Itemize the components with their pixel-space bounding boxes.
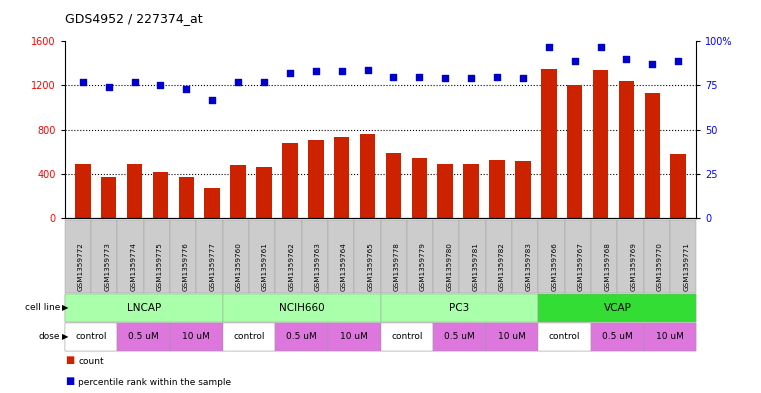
Bar bbox=[205, 188, 220, 218]
Text: GSM1359765: GSM1359765 bbox=[368, 242, 374, 291]
Point bbox=[594, 43, 607, 50]
Text: GSM1359770: GSM1359770 bbox=[657, 242, 663, 291]
Point bbox=[154, 82, 167, 88]
Text: 10 uM: 10 uM bbox=[340, 332, 368, 341]
Text: GSM1359780: GSM1359780 bbox=[446, 242, 452, 291]
Text: ▶: ▶ bbox=[62, 332, 68, 341]
Bar bbox=[308, 140, 323, 218]
Point bbox=[310, 68, 322, 74]
Bar bbox=[360, 134, 375, 218]
Text: GSM1359776: GSM1359776 bbox=[183, 242, 189, 291]
Text: cell line: cell line bbox=[25, 303, 60, 312]
Text: GSM1359762: GSM1359762 bbox=[288, 242, 295, 291]
Text: 10 uM: 10 uM bbox=[498, 332, 526, 341]
Text: control: control bbox=[391, 332, 422, 341]
Point bbox=[646, 61, 658, 67]
Text: VCAP: VCAP bbox=[603, 303, 632, 313]
Text: 10 uM: 10 uM bbox=[656, 332, 684, 341]
Bar bbox=[127, 164, 142, 218]
Bar bbox=[463, 164, 479, 218]
Point bbox=[103, 84, 115, 90]
Text: GSM1359778: GSM1359778 bbox=[393, 242, 400, 291]
Text: GSM1359775: GSM1359775 bbox=[157, 242, 163, 291]
Text: GSM1359772: GSM1359772 bbox=[78, 242, 84, 291]
Text: ■: ■ bbox=[65, 355, 74, 365]
Bar bbox=[153, 172, 168, 218]
Bar bbox=[75, 164, 91, 218]
Text: count: count bbox=[78, 357, 104, 366]
Bar bbox=[231, 165, 246, 218]
Text: percentile rank within the sample: percentile rank within the sample bbox=[78, 378, 231, 387]
Text: GSM1359774: GSM1359774 bbox=[130, 242, 136, 291]
Text: GSM1359783: GSM1359783 bbox=[525, 242, 531, 291]
Point bbox=[129, 79, 141, 85]
Point bbox=[543, 43, 555, 50]
Bar bbox=[515, 161, 530, 218]
Point bbox=[336, 68, 348, 74]
Bar bbox=[282, 143, 298, 218]
Point bbox=[361, 66, 374, 73]
Bar bbox=[412, 158, 427, 218]
Text: ▶: ▶ bbox=[62, 303, 68, 312]
Text: GSM1359763: GSM1359763 bbox=[315, 242, 320, 291]
Text: 10 uM: 10 uM bbox=[183, 332, 210, 341]
Bar bbox=[179, 177, 194, 218]
Text: dose: dose bbox=[39, 332, 60, 341]
Point bbox=[568, 57, 581, 64]
Bar bbox=[619, 81, 634, 218]
Point bbox=[258, 79, 270, 85]
Text: GSM1359771: GSM1359771 bbox=[683, 242, 689, 291]
Bar bbox=[256, 167, 272, 218]
Bar bbox=[438, 164, 453, 218]
Text: control: control bbox=[233, 332, 265, 341]
Bar bbox=[386, 153, 401, 218]
Point bbox=[620, 56, 632, 62]
Bar bbox=[593, 70, 608, 218]
Text: GDS4952 / 227374_at: GDS4952 / 227374_at bbox=[65, 12, 202, 25]
Point bbox=[77, 79, 89, 85]
Point bbox=[180, 86, 193, 92]
Point bbox=[465, 75, 477, 82]
Point bbox=[672, 57, 684, 64]
Point bbox=[491, 73, 503, 80]
Text: GSM1359782: GSM1359782 bbox=[499, 242, 505, 291]
Text: control: control bbox=[549, 332, 581, 341]
Point bbox=[232, 79, 244, 85]
Text: GSM1359779: GSM1359779 bbox=[420, 242, 426, 291]
Text: GSM1359767: GSM1359767 bbox=[578, 242, 584, 291]
Text: 0.5 uM: 0.5 uM bbox=[444, 332, 475, 341]
Point bbox=[517, 75, 529, 82]
Bar bbox=[101, 177, 116, 218]
Text: 0.5 uM: 0.5 uM bbox=[602, 332, 632, 341]
Text: GSM1359760: GSM1359760 bbox=[236, 242, 242, 291]
Text: LNCAP: LNCAP bbox=[126, 303, 161, 313]
Text: 0.5 uM: 0.5 uM bbox=[286, 332, 317, 341]
Text: GSM1359761: GSM1359761 bbox=[262, 242, 268, 291]
Point bbox=[413, 73, 425, 80]
Point bbox=[284, 70, 296, 76]
Text: 0.5 uM: 0.5 uM bbox=[129, 332, 159, 341]
Bar bbox=[670, 154, 686, 218]
Text: GSM1359777: GSM1359777 bbox=[209, 242, 215, 291]
Text: NCIH660: NCIH660 bbox=[279, 303, 324, 313]
Text: GSM1359773: GSM1359773 bbox=[104, 242, 110, 291]
Point bbox=[206, 96, 218, 103]
Text: GSM1359766: GSM1359766 bbox=[552, 242, 558, 291]
Bar bbox=[541, 69, 556, 218]
Bar bbox=[489, 160, 505, 218]
Bar bbox=[645, 93, 660, 218]
Text: GSM1359769: GSM1359769 bbox=[631, 242, 636, 291]
Text: GSM1359781: GSM1359781 bbox=[473, 242, 479, 291]
Text: control: control bbox=[75, 332, 107, 341]
Text: GSM1359768: GSM1359768 bbox=[604, 242, 610, 291]
Text: GSM1359764: GSM1359764 bbox=[341, 242, 347, 291]
Point bbox=[387, 73, 400, 80]
Bar bbox=[334, 138, 349, 218]
Text: PC3: PC3 bbox=[449, 303, 470, 313]
Point bbox=[439, 75, 451, 82]
Bar bbox=[567, 85, 582, 218]
Text: ■: ■ bbox=[65, 376, 74, 386]
